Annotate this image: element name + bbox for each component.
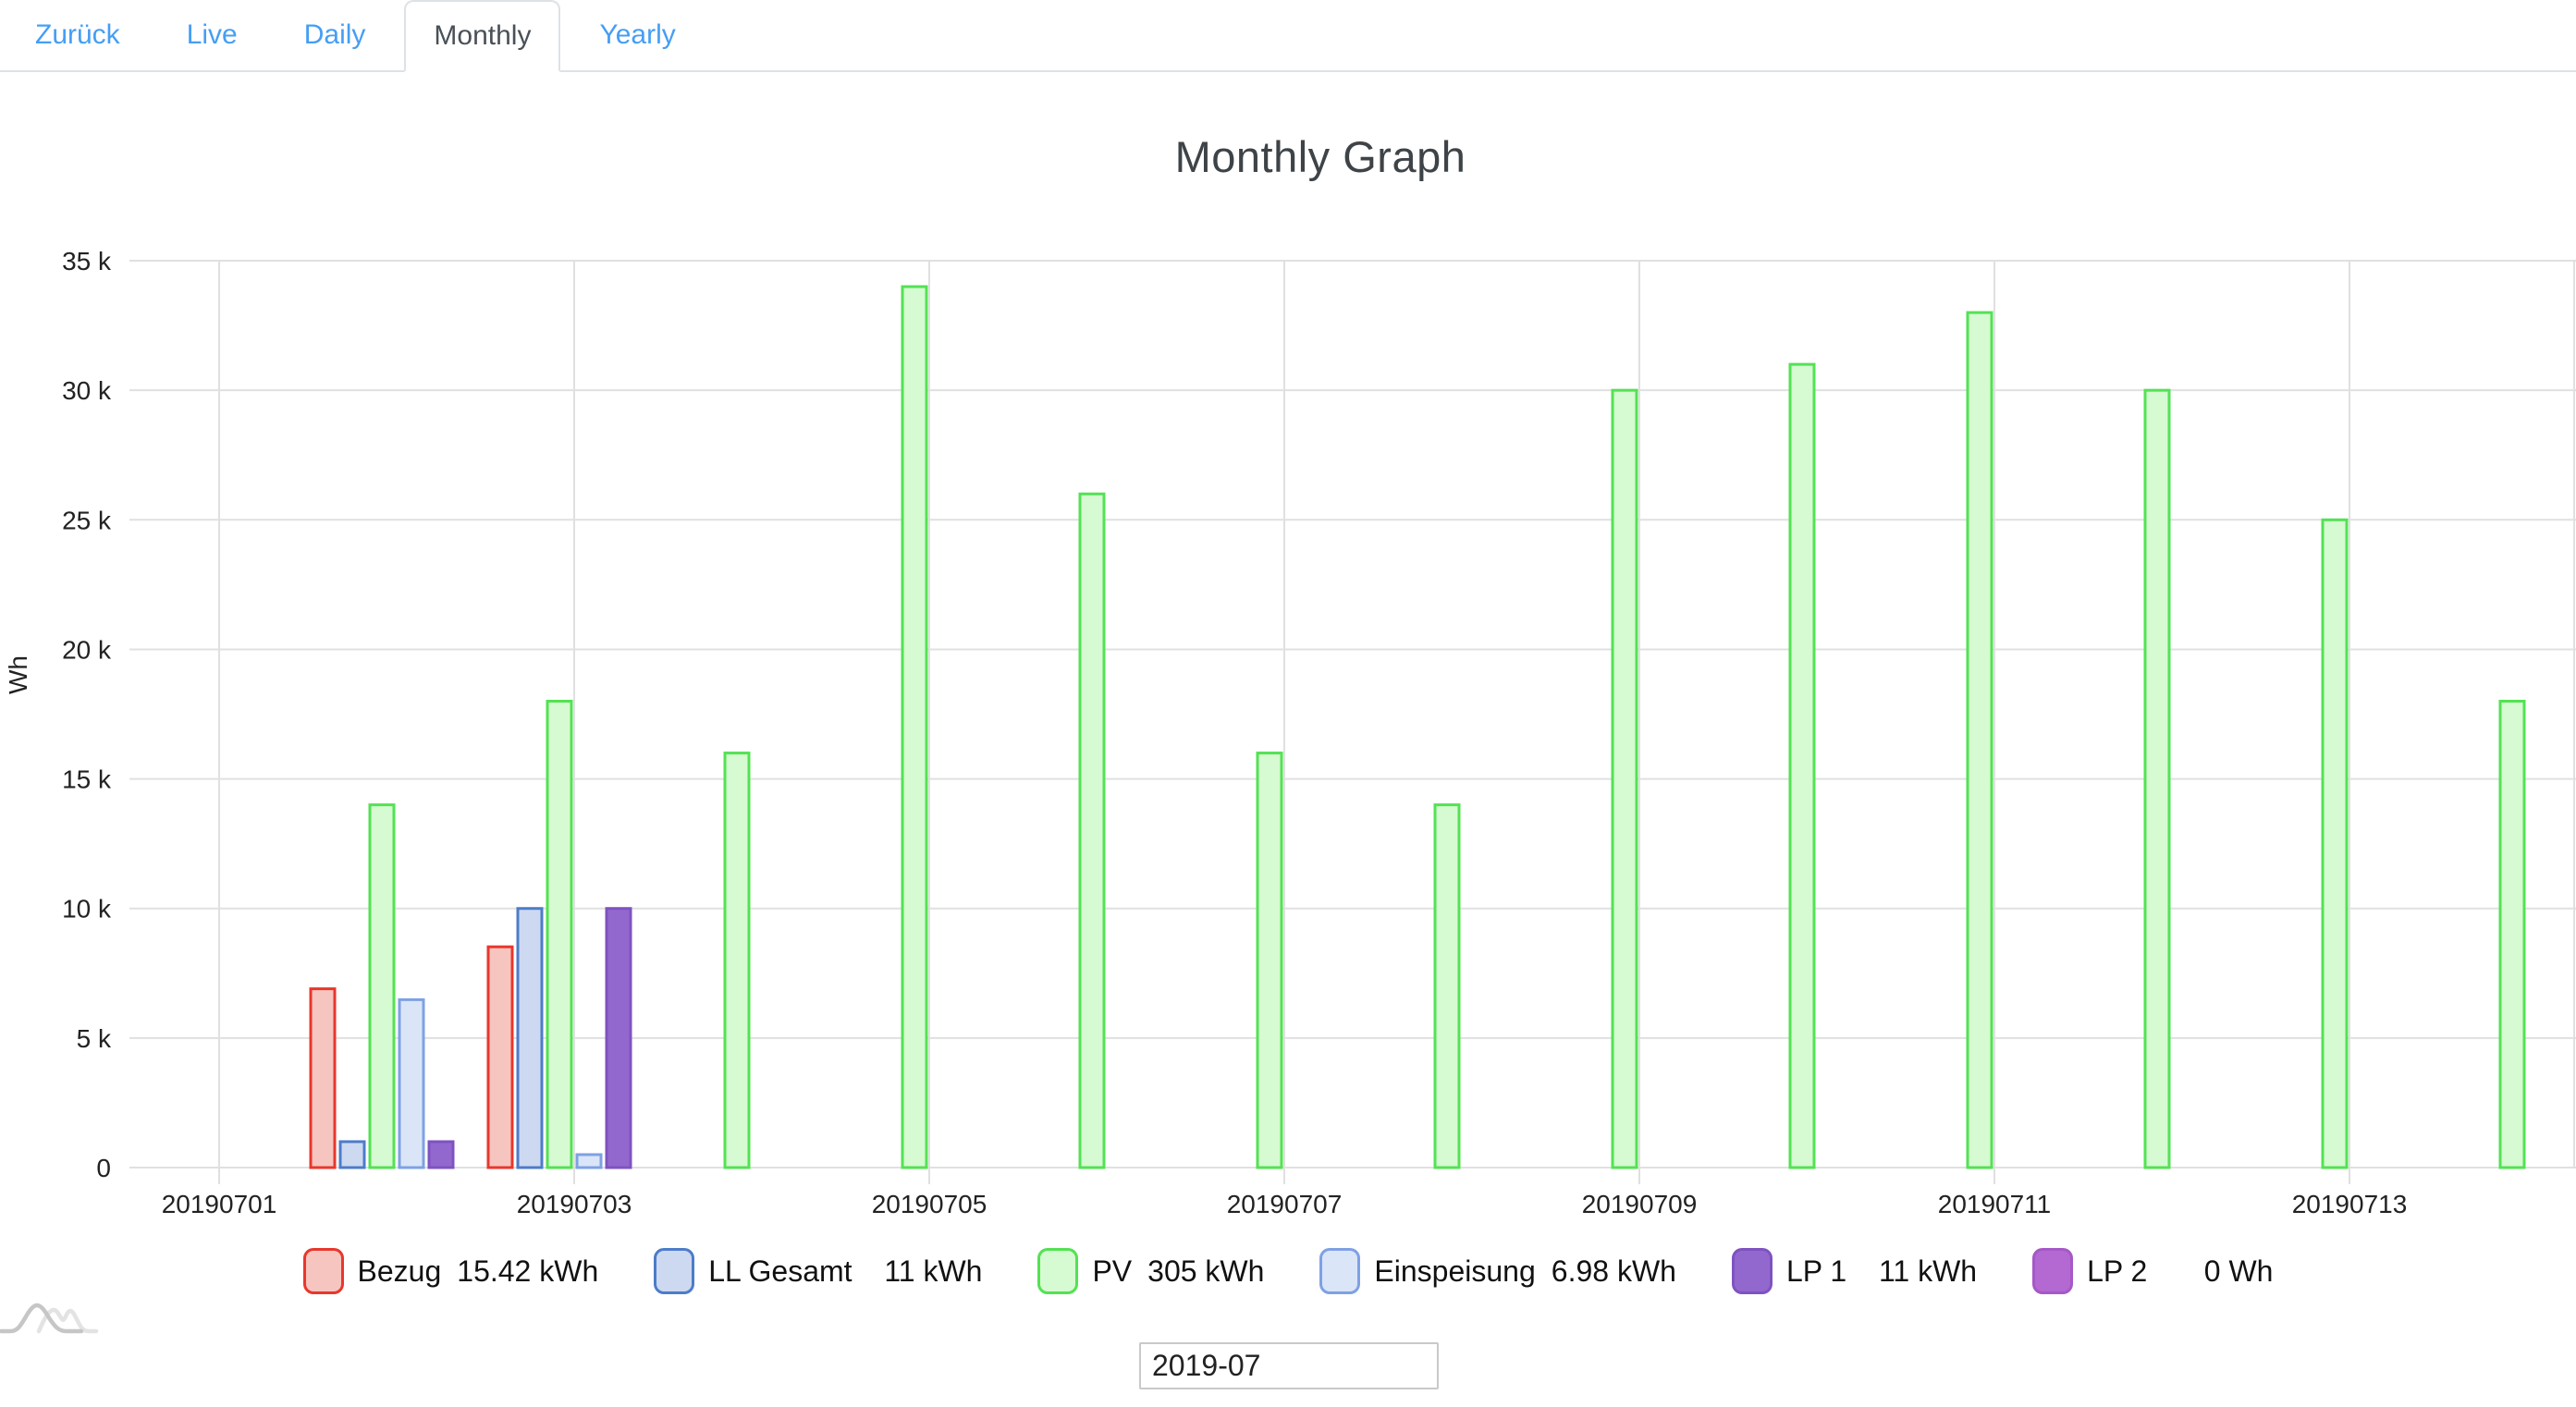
bar-pv-20190710[interactable] [1788, 362, 1816, 1169]
x-tick-label: 20190707 [1227, 1190, 1343, 1218]
legend-entry-einspeisung: Einspeisung 6.98 kWh [1319, 1248, 1676, 1294]
bar-pv-20190707[interactable] [1256, 752, 1283, 1169]
legend-swatch-lp1 [1731, 1248, 1773, 1294]
bar-bezug-20190703[interactable] [486, 945, 514, 1169]
legend-value: 11 kWh [1862, 1254, 1978, 1288]
monthly-bar-chart: 0 5 k 10 k 15 k 20 k 25 k 30 k 35 k 20190701 2019… [62, 247, 2576, 1218]
bar-pv-20190709[interactable] [1611, 388, 1638, 1169]
bar-einspeisung-20190702[interactable] [398, 997, 425, 1169]
bar-pv-20190706[interactable] [1078, 492, 1106, 1169]
y-tick-label: 35 k [62, 247, 112, 275]
x-tick-label: 20190709 [1582, 1190, 1698, 1218]
legend-value: 0 Wh [2163, 1254, 2274, 1288]
legend-label: LL Gesamt [708, 1254, 853, 1288]
bar-pv-20190713[interactable] [2321, 518, 2349, 1169]
legend-swatch-einspeisung [1319, 1248, 1361, 1294]
bar-pv-20190705[interactable] [901, 285, 928, 1169]
bar-pv-20190704[interactable] [723, 752, 751, 1169]
legend-label: LP 2 [2087, 1254, 2148, 1288]
legend-value: 305 kWh [1147, 1254, 1265, 1288]
tab-live[interactable]: Live [186, 19, 238, 50]
bar-pv-20190702[interactable] [368, 803, 396, 1169]
tab-bar: Zurück Live Daily Monthly Yearly [0, 0, 2576, 72]
legend-value: 6.98 kWh [1551, 1254, 1676, 1288]
month-picker-input[interactable] [1139, 1342, 1439, 1389]
tab-daily[interactable]: Daily [303, 19, 366, 50]
tab-zurueck[interactable]: Zurück [35, 19, 120, 50]
x-tick-label: 20190701 [162, 1190, 277, 1218]
legend-entry-pv: PV 305 kWh [1037, 1248, 1264, 1294]
legend-swatch-bezug [302, 1248, 344, 1294]
bar-pv-20190714[interactable] [2498, 699, 2526, 1169]
bar-einspeisung-20190703[interactable] [575, 1153, 603, 1169]
tab-monthly[interactable]: Monthly [404, 0, 561, 72]
tab-yearly[interactable]: Yearly [599, 19, 676, 50]
legend-label: Bezug [357, 1254, 442, 1288]
legend-entry-ll-gesamt: LL Gesamt 11 kWh [654, 1248, 982, 1294]
legend-swatch-ll-gesamt [654, 1248, 695, 1294]
bar-ll-gesamt-20190703[interactable] [516, 907, 544, 1169]
x-tick-label: 20190703 [517, 1190, 632, 1218]
legend-label: PV [1092, 1254, 1133, 1288]
bar-ll-gesamt-20190702[interactable] [338, 1140, 366, 1169]
chart-legend: Bezug 15.42 kWh LL Gesamt 11 kWh PV 305 kWh E… [0, 1239, 2576, 1303]
y-tick-label: 30 k [62, 376, 112, 405]
legend-value: 15.42 kWh [457, 1254, 599, 1288]
bar-pv-20190708[interactable] [1433, 803, 1461, 1169]
x-tick-label: 20190711 [1938, 1190, 2052, 1218]
bar-pv-20190703[interactable] [546, 699, 573, 1169]
wave-logo-icon [0, 1303, 99, 1334]
y-tick-label: 5 k [77, 1024, 112, 1053]
page-title: Monthly Graph [1174, 132, 1466, 181]
bar-pv-20190712[interactable] [2143, 388, 2171, 1169]
legend-label: Einspeisung [1374, 1254, 1536, 1288]
bar-pv-20190711[interactable] [1966, 311, 1993, 1169]
legend-swatch-pv [1037, 1248, 1079, 1294]
y-tick-label: 10 k [62, 895, 112, 924]
x-tick-label: 20190713 [2292, 1190, 2408, 1218]
legend-entry-bezug: Bezug 15.42 kWh [302, 1248, 599, 1294]
bar-bezug-20190702[interactable] [309, 987, 337, 1169]
bar-lp1-20190703[interactable] [605, 907, 632, 1169]
legend-label: LP 1 [1785, 1254, 1847, 1288]
legend-value: 11 kWh [867, 1254, 983, 1288]
x-tick-label: 20190705 [872, 1190, 987, 1218]
y-tick-label: 15 k [62, 765, 112, 794]
bar-lp1-20190702[interactable] [427, 1140, 455, 1169]
y-tick-label: 20 k [62, 635, 112, 664]
y-tick-label: 25 k [62, 506, 112, 534]
legend-entry-lp2: LP 2 0 Wh [2032, 1248, 2273, 1294]
legend-entry-lp1: LP 1 11 kWh [1731, 1248, 1978, 1294]
legend-swatch-lp2 [2032, 1248, 2074, 1294]
y-tick-label: 0 [96, 1154, 111, 1182]
